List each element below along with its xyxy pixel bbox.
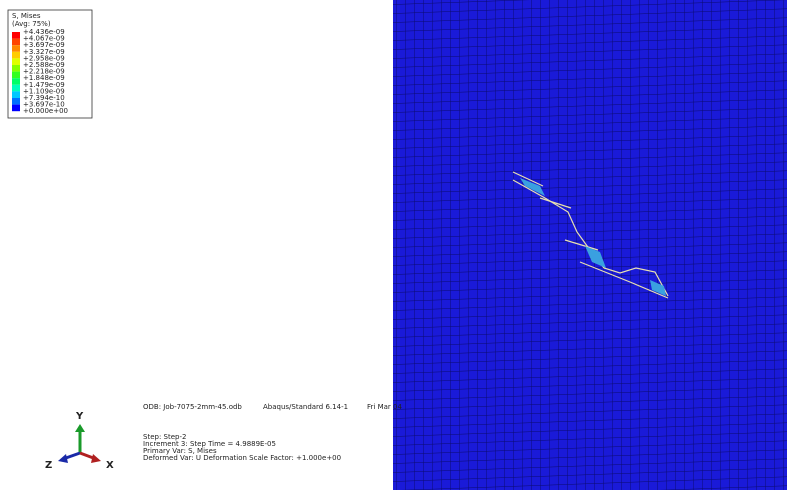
legend-swatch	[12, 105, 20, 112]
legend-swatch	[12, 45, 20, 52]
solver: Abaqus/Standard 6.14-1	[263, 403, 348, 411]
legend-swatch	[12, 72, 20, 79]
axis-y: Y	[75, 411, 84, 422]
legend-swatch	[12, 32, 20, 39]
legend-swatch	[12, 39, 20, 46]
date: Fri Mar 04	[367, 403, 402, 411]
legend-subtitle: (Avg: 75%)	[12, 20, 51, 28]
deformed-var: Deformed Var: U Deformation Scale Factor…	[143, 454, 341, 462]
legend-swatch	[12, 65, 20, 72]
legend-swatch	[12, 91, 20, 98]
axis-x: X	[106, 460, 114, 471]
legend-title: S, Mises	[12, 12, 41, 20]
axis-z: Z	[45, 460, 52, 471]
viewport: S, Mises (Avg: 75%) +4.436e-09+4.067e-09…	[0, 0, 787, 490]
legend-swatch	[12, 52, 20, 59]
legend-swatch	[12, 85, 20, 92]
legend-swatch	[12, 58, 20, 65]
odb-name: ODB: Job-7075-2mm-45.odb	[143, 403, 242, 411]
legend-value: +0.000e+00	[23, 107, 68, 115]
legend-swatch	[12, 98, 20, 105]
legend-swatch	[12, 78, 20, 85]
mesh-model	[393, 0, 787, 490]
